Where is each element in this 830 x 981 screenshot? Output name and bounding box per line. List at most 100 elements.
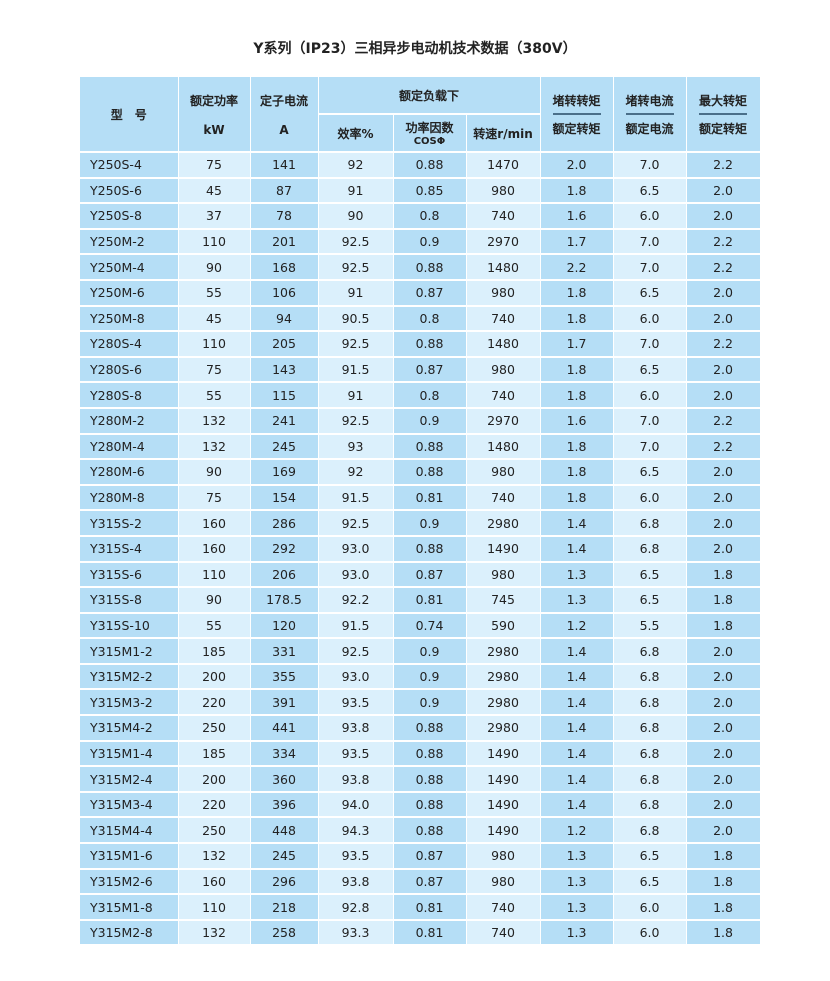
cell-efficiency: 94.3 (318, 817, 394, 845)
cell-max-torque-ratio: 1.8 (686, 868, 761, 896)
cell-locked-current-ratio: 6.5 (613, 587, 687, 614)
cell-power-factor: 0.88 (393, 791, 467, 819)
cell-current: 78 (250, 203, 319, 230)
cell-current: 154 (250, 484, 319, 512)
table-row: Y315M1-4 185 334 93.5 0.88 1490 1.4 6.8 2.0 (80, 740, 761, 768)
cell-locked-torque-ratio: 1.6 (540, 203, 614, 230)
cell-power-factor: 0.9 (393, 228, 467, 256)
cell-model: Y315M4-2 (80, 715, 179, 742)
cell-speed: 1480 (466, 254, 541, 281)
table-row: Y315M1-8 110 218 92.8 0.81 740 1.3 6.0 1.8 (80, 894, 761, 921)
cell-power: 75 (178, 484, 251, 512)
cell-locked-current-ratio: 6.5 (613, 561, 687, 589)
cell-max-torque-ratio: 2.0 (686, 535, 761, 563)
header-efficiency: 效率% (318, 114, 394, 153)
cell-locked-current-ratio: 7.0 (613, 331, 687, 358)
cell-locked-current-ratio: 6.0 (613, 305, 687, 333)
cell-current: 448 (250, 817, 319, 845)
cell-power: 90 (178, 587, 251, 614)
cell-model: Y315M3-4 (80, 791, 179, 819)
header-power-factor-sub: COSΦ (413, 136, 446, 147)
cell-locked-current-ratio: 7.0 (613, 407, 687, 435)
cell-speed: 1480 (466, 331, 541, 358)
table-row: Y250S-4 75 141 92 0.88 1470 2.0 7.0 2.2 (80, 152, 761, 179)
table-row: Y280M-2 132 241 92.5 0.9 2970 1.6 7.0 2.2 (80, 407, 761, 435)
cell-speed: 2980 (466, 510, 541, 537)
cell-power: 55 (178, 279, 251, 307)
cell-power-factor: 0.9 (393, 510, 467, 537)
cell-current: 115 (250, 382, 319, 409)
cell-locked-current-ratio: 6.0 (613, 919, 687, 947)
cell-max-torque-ratio: 1.8 (686, 612, 761, 640)
cell-max-torque-ratio: 2.0 (686, 663, 761, 691)
cell-efficiency: 92.5 (318, 254, 394, 281)
cell-power: 185 (178, 740, 251, 768)
header-power-label: 额定功率 (189, 93, 238, 108)
cell-locked-current-ratio: 7.0 (613, 228, 687, 256)
cell-locked-current-ratio: 6.0 (613, 382, 687, 409)
cell-locked-current-ratio: 7.0 (613, 254, 687, 281)
cell-max-torque-ratio: 2.2 (686, 152, 761, 179)
cell-model: Y250S-6 (80, 177, 179, 205)
cell-power: 220 (178, 791, 251, 819)
cell-model: Y315S-2 (80, 510, 179, 537)
cell-max-torque-ratio: 2.0 (686, 817, 761, 845)
cell-speed: 980 (466, 459, 541, 486)
table-row: Y315M1-6 132 245 93.5 0.87 980 1.3 6.5 1.8 (80, 843, 761, 870)
cell-locked-torque-ratio: 1.3 (540, 561, 614, 589)
cell-model: Y315S-10 (80, 612, 179, 640)
cell-power-factor: 0.88 (393, 152, 467, 179)
cell-efficiency: 92.5 (318, 228, 394, 256)
table-row: Y250M-6 55 106 91 0.87 980 1.8 6.5 2.0 (80, 279, 761, 307)
cell-locked-current-ratio: 6.8 (613, 535, 687, 563)
table-row: Y315S-10 55 120 91.5 0.74 590 1.2 5.5 1.8 (80, 612, 761, 640)
table-row: Y280M-4 132 245 93 0.88 1480 1.8 7.0 2.2 (80, 433, 761, 461)
cell-max-torque-ratio: 1.8 (686, 843, 761, 870)
cell-locked-torque-ratio: 1.3 (540, 587, 614, 614)
cell-current: 120 (250, 612, 319, 640)
cell-current: 292 (250, 535, 319, 563)
cell-power-factor: 0.9 (393, 407, 467, 435)
cell-speed: 1470 (466, 152, 541, 179)
motor-data-table: 型 号 额定功率 kW 定子电流 A 额定负载下 堵转转矩 额定转矩 堵转电流 额定电流… (80, 77, 761, 947)
cell-efficiency: 93 (318, 433, 394, 461)
cell-speed: 740 (466, 894, 541, 921)
cell-locked-current-ratio: 6.0 (613, 484, 687, 512)
cell-speed: 740 (466, 919, 541, 947)
cell-max-torque-ratio: 2.0 (686, 715, 761, 742)
cell-locked-torque-ratio: 1.4 (540, 535, 614, 563)
cell-locked-torque-ratio: 1.4 (540, 638, 614, 665)
cell-efficiency: 92.8 (318, 894, 394, 921)
cell-power-factor: 0.87 (393, 356, 467, 384)
cell-speed: 2980 (466, 689, 541, 717)
cell-speed: 1480 (466, 433, 541, 461)
cell-power-factor: 0.9 (393, 689, 467, 717)
cell-model: Y315M1-8 (80, 894, 179, 921)
cell-efficiency: 93.0 (318, 663, 394, 691)
cell-power-factor: 0.88 (393, 715, 467, 742)
cell-max-torque-ratio: 2.0 (686, 203, 761, 230)
cell-power-factor: 0.85 (393, 177, 467, 205)
cell-locked-torque-ratio: 1.7 (540, 228, 614, 256)
table-row: Y315M4-2 250 441 93.8 0.88 2980 1.4 6.8 2.0 (80, 715, 761, 742)
cell-speed: 745 (466, 587, 541, 614)
cell-power: 45 (178, 305, 251, 333)
cell-locked-torque-ratio: 1.8 (540, 459, 614, 486)
table-row: Y250M-2 110 201 92.5 0.9 2970 1.7 7.0 2.2 (80, 228, 761, 256)
cell-speed: 740 (466, 382, 541, 409)
table-row: Y250S-8 37 78 90 0.8 740 1.6 6.0 2.0 (80, 203, 761, 230)
cell-power-factor: 0.88 (393, 766, 467, 793)
cell-model: Y280M-6 (80, 459, 179, 486)
cell-power: 160 (178, 868, 251, 896)
cell-model: Y250M-2 (80, 228, 179, 256)
table-row: Y315M2-8 132 258 93.3 0.81 740 1.3 6.0 1.8 (80, 919, 761, 947)
cell-locked-current-ratio: 6.8 (613, 740, 687, 768)
cell-speed: 2980 (466, 638, 541, 665)
cell-locked-current-ratio: 6.5 (613, 459, 687, 486)
cell-current: 441 (250, 715, 319, 742)
cell-locked-current-ratio: 6.5 (613, 177, 687, 205)
header-locked-torque-top: 堵转转矩 (552, 92, 601, 115)
cell-locked-torque-ratio: 2.2 (540, 254, 614, 281)
cell-power-factor: 0.74 (393, 612, 467, 640)
cell-locked-current-ratio: 7.0 (613, 433, 687, 461)
